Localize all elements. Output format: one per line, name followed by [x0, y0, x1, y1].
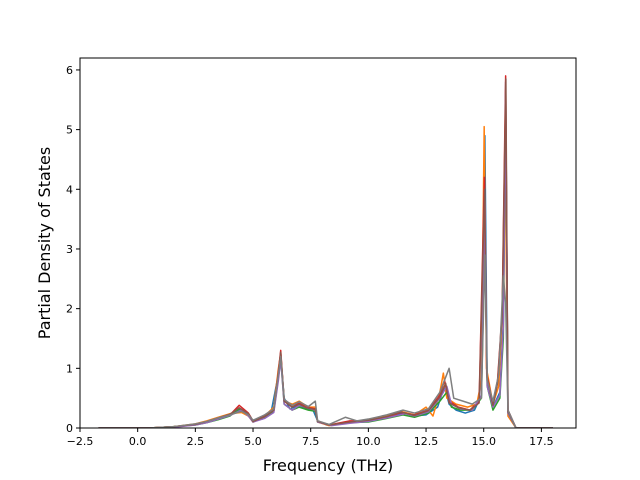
- series-layer: [98, 75, 553, 428]
- x-tick-label: 10.0: [356, 435, 381, 448]
- y-tick-label: 0: [66, 422, 73, 435]
- y-tick-label: 3: [66, 243, 73, 256]
- plot-frame: [79, 57, 577, 429]
- x-tick-label: 5.0: [244, 435, 262, 448]
- x-tick-label: 0.0: [129, 435, 147, 448]
- x-tick-label: 2.5: [187, 435, 205, 448]
- x-tick-label: 17.5: [529, 435, 554, 448]
- y-tick-label: 5: [66, 124, 73, 137]
- plot-area: [80, 58, 576, 428]
- y-tick-label: 6: [66, 64, 73, 77]
- y-axis-ticks: 0 1 2 3 4 5 6: [66, 64, 80, 435]
- x-tick-label: 12.5: [414, 435, 439, 448]
- x-axis-ticks: −2.5 0.0 2.5 5.0 7.5 10.0 12.5 15.0 17.5: [67, 428, 554, 448]
- x-tick-label: 15.0: [471, 435, 496, 448]
- y-axis-label: Partial Density of States: [35, 147, 54, 339]
- y-tick-label: 2: [66, 303, 73, 316]
- series-line-5: [98, 93, 553, 428]
- series-line-7: [98, 254, 553, 428]
- x-axis-label: Frequency (THz): [263, 456, 393, 475]
- x-tick-label: −2.5: [67, 435, 94, 448]
- y-tick-label: 4: [66, 183, 73, 196]
- y-tick-label: 1: [66, 362, 73, 375]
- x-tick-label: 7.5: [302, 435, 320, 448]
